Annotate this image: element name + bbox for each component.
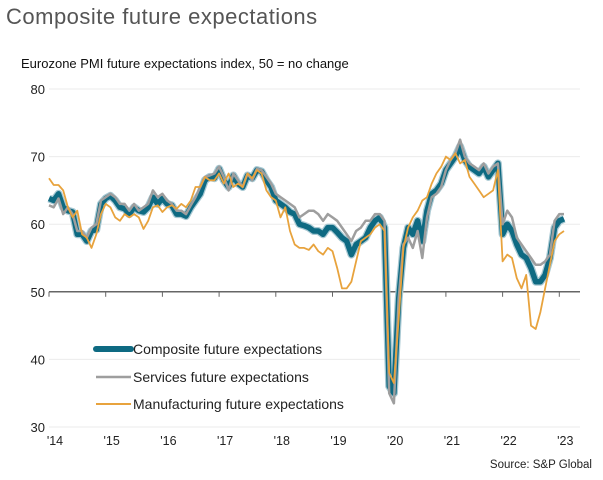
x-tick-label: '15	[104, 434, 120, 448]
legend-label-services: Services future expectations	[133, 369, 309, 385]
x-tick-label: '23	[557, 434, 573, 448]
legend: Composite future expectations Services f…	[93, 341, 344, 412]
x-tick-label: '21	[444, 434, 460, 448]
legend-label-manufacturing: Manufacturing future expectations	[133, 396, 344, 412]
series-line-composite	[47, 143, 566, 396]
y-axis-ticks: 80 70 60 50 40 30	[31, 82, 45, 435]
y-tick-label: 80	[31, 82, 45, 97]
x-tick-label: '17	[217, 434, 233, 448]
y-tick-label: 50	[31, 285, 45, 300]
series-line-manufacturing	[48, 152, 565, 385]
gridlines	[49, 88, 580, 428]
y-tick-label: 60	[31, 217, 45, 232]
chart-subtitle: Eurozone PMI future expectations index, …	[21, 56, 349, 71]
y-tick-label: 30	[31, 420, 45, 435]
chart-source: Source: S&P Global	[489, 459, 592, 471]
x-tick-label: '16	[160, 434, 176, 448]
x-axis: '14 '15 '16 '17 '18 '19 '20 '21 '22 '23	[47, 291, 580, 448]
x-tick-label: '14	[47, 434, 63, 448]
x-tick-label: '22	[500, 434, 516, 448]
y-tick-label: 70	[31, 150, 45, 165]
legend-label-composite: Composite future expectations	[133, 341, 322, 357]
y-tick-label: 40	[31, 352, 45, 367]
series-line-services	[48, 138, 564, 405]
x-tick-label: '19	[330, 434, 346, 448]
series-lines	[47, 138, 566, 405]
x-tick-label: '20	[387, 434, 403, 448]
chart-title: Composite future expectations	[6, 4, 318, 29]
x-tick-label: '18	[274, 434, 290, 448]
